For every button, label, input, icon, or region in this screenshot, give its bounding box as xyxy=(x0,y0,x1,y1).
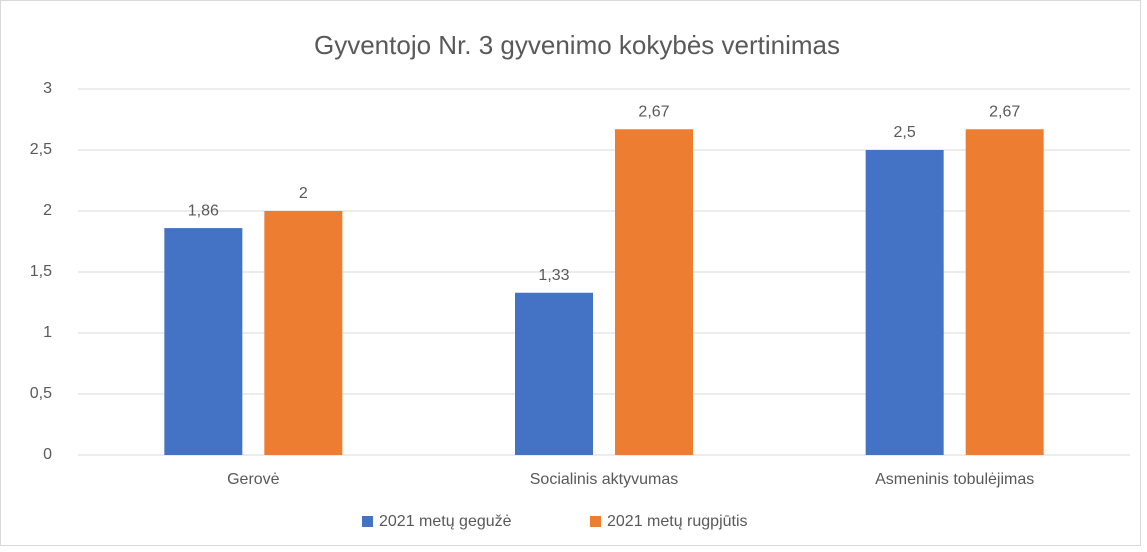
legend-swatch xyxy=(362,516,373,527)
x-tick-label: Asmeninis tobulėjimas xyxy=(875,471,1034,488)
data-label: 1,86 xyxy=(188,202,219,219)
legend-label: 2021 metų rugpjūtis xyxy=(607,513,748,530)
legend-label: 2021 metų gegužė xyxy=(379,513,512,530)
y-tick-label: 1,5 xyxy=(30,263,52,280)
y-tick-label: 0 xyxy=(43,446,52,463)
bar xyxy=(164,228,243,455)
data-label: 2 xyxy=(299,185,308,202)
data-label: 2,67 xyxy=(638,103,669,120)
y-tick-label: 2 xyxy=(43,202,52,219)
bar xyxy=(515,292,593,455)
bar xyxy=(264,211,343,455)
bar xyxy=(615,129,693,455)
data-label: 1,33 xyxy=(538,267,569,284)
data-label: 2,67 xyxy=(989,103,1020,120)
legend-swatch xyxy=(590,516,601,527)
chart-title: Gyventojo Nr. 3 gyvenimo kokybės vertini… xyxy=(314,30,840,60)
x-tick-label: Socialinis aktyvumas xyxy=(530,471,679,488)
data-label: 2,5 xyxy=(894,124,916,141)
y-tick-label: 2,5 xyxy=(30,141,52,158)
y-tick-label: 1 xyxy=(43,324,52,341)
y-tick-label: 0,5 xyxy=(30,385,52,402)
bar xyxy=(965,129,1044,455)
x-tick-label: Gerovė xyxy=(227,471,280,488)
bar xyxy=(865,150,944,455)
y-tick-label: 3 xyxy=(43,80,52,97)
